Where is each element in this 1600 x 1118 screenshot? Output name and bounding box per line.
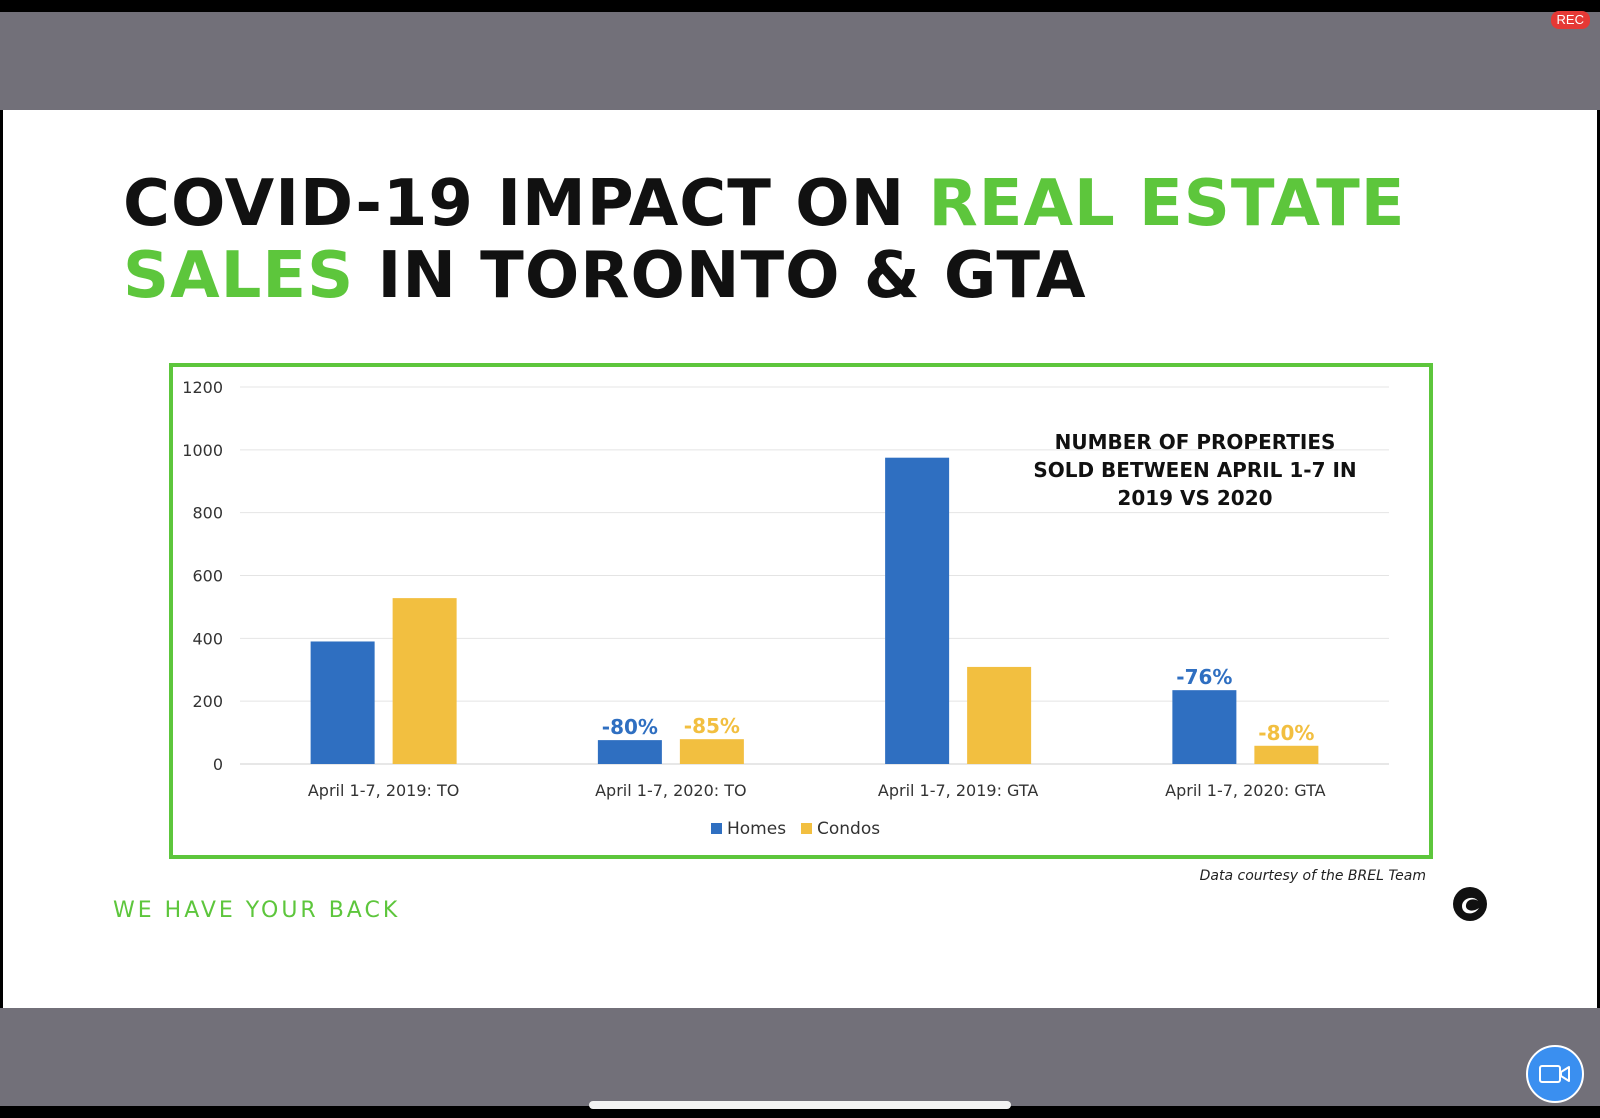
- bar-homes: [885, 457, 950, 764]
- x-tick-label: April 1-7, 2020: GTA: [1165, 781, 1326, 800]
- bar-condos: [967, 666, 1032, 764]
- y-tick-label: 800: [192, 504, 223, 523]
- bar-homes: [1172, 690, 1237, 764]
- title-part-4: IN TORONTO & GTA: [354, 239, 1087, 313]
- brand-swirl-icon: [1453, 887, 1487, 921]
- title-part-3: SALES: [123, 239, 355, 313]
- bottom-bezel: [0, 1106, 1600, 1118]
- home-indicator[interactable]: [589, 1101, 1011, 1109]
- chart-title-line: 2019 VS 2020: [1117, 486, 1272, 510]
- legend-swatch-condos: [801, 823, 812, 834]
- legend-label-condos: Condos: [817, 819, 880, 839]
- bar-chart: 0 200 400 600 800 1000 1200 April 1-7, 2019: TO…: [182, 378, 1389, 839]
- legend-swatch-homes: [711, 823, 722, 834]
- y-tick-label: 200: [192, 692, 223, 711]
- chart-title-line: NUMBER OF PROPERTIES: [1055, 430, 1336, 454]
- video-camera-icon: [1539, 1065, 1570, 1083]
- title-part-2: REAL ESTATE: [928, 167, 1406, 241]
- bottom-toolbar-area: [0, 1008, 1600, 1106]
- camera-button[interactable]: [1526, 1045, 1584, 1103]
- presentation-slide: COVID-19 IMPACT ON REAL ESTATE SALES IN T…: [3, 110, 1597, 1008]
- y-tick-label: 0: [213, 755, 223, 774]
- recording-badge: REC: [1550, 11, 1590, 29]
- bar-homes: [597, 740, 662, 764]
- bar-homes: [310, 641, 375, 764]
- data-label: -85%: [684, 714, 740, 738]
- data-label: -80%: [1258, 721, 1314, 745]
- slide-title: COVID-19 IMPACT ON REAL ESTATE SALES IN T…: [123, 168, 1423, 312]
- data-label: -80%: [602, 715, 658, 739]
- legend-label-homes: Homes: [727, 819, 786, 839]
- chart-frame: 0 200 400 600 800 1000 1200 April 1-7, 2019: TO…: [169, 363, 1433, 859]
- y-tick-label: 600: [192, 567, 223, 586]
- y-tick-label: 1200: [182, 378, 223, 397]
- source-note: Data courtesy of the BREL Team: [1199, 868, 1426, 884]
- title-part-1: COVID-19 IMPACT ON: [123, 167, 929, 241]
- top-bezel: [0, 0, 1600, 12]
- bar-condos: [679, 739, 744, 764]
- tagline: WE HAVE YOUR BACK: [113, 898, 401, 923]
- chart-title-line: SOLD BETWEEN APRIL 1-7 IN: [1033, 458, 1356, 482]
- x-tick-label: April 1-7, 2019: GTA: [878, 781, 1039, 800]
- y-tick-label: 1000: [182, 441, 223, 460]
- x-tick-label: April 1-7, 2020: TO: [595, 781, 747, 800]
- y-tick-label: 400: [192, 629, 223, 648]
- bar-condos: [1254, 745, 1319, 764]
- data-label: -76%: [1176, 665, 1232, 689]
- bar-condos: [392, 598, 457, 764]
- top-toolbar-area: [0, 12, 1600, 110]
- x-tick-label: April 1-7, 2019: TO: [308, 781, 460, 800]
